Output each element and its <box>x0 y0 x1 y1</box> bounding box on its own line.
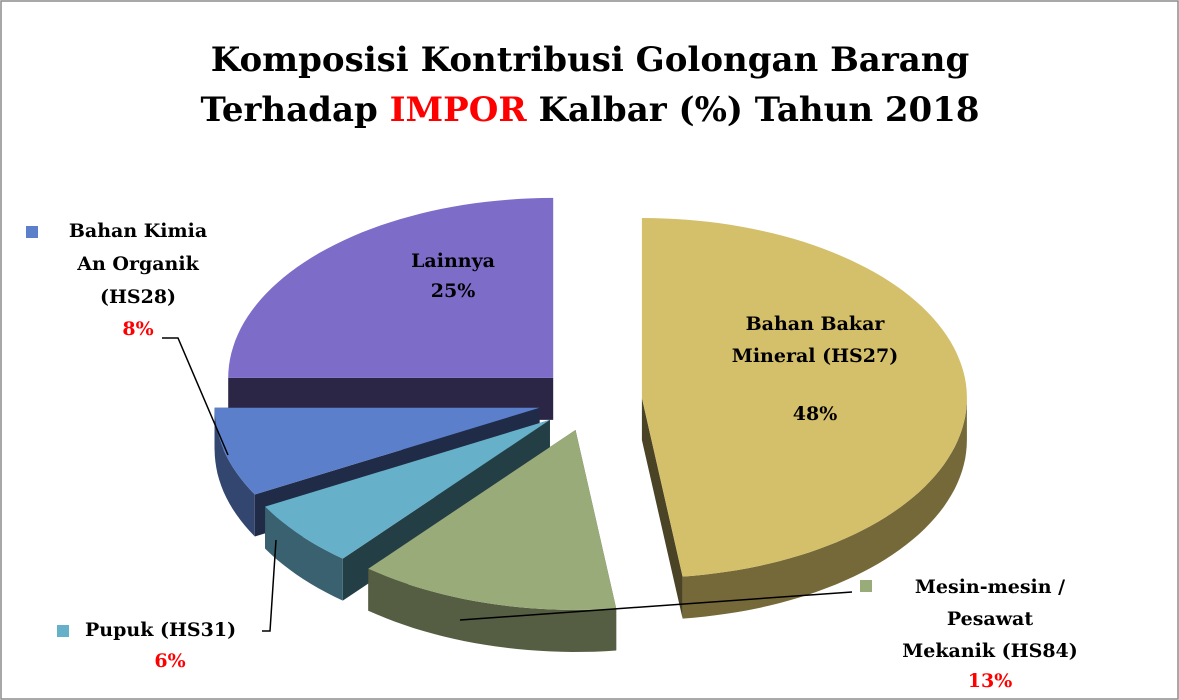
slice-side <box>265 506 343 601</box>
slice-label: Mekanik (HS84) <box>902 640 1078 662</box>
slice-side <box>214 407 255 537</box>
leader-line <box>262 539 277 632</box>
slice-label: An Organik <box>76 253 199 275</box>
title-highlight: IMPOR <box>390 90 528 130</box>
legend-marker <box>57 625 69 637</box>
chart-title: Terhadap IMPOR Kalbar (%) Tahun 2018 <box>200 90 979 130</box>
value-label: 8% <box>122 318 153 340</box>
slice-top <box>368 430 617 610</box>
title-part: Kalbar (%) Tahun 2018 <box>538 90 979 130</box>
leader-line <box>162 337 229 456</box>
slice-label: Bahan Kimia <box>69 220 207 242</box>
slice-side <box>368 568 617 652</box>
leader-line <box>459 591 853 621</box>
value-label: 25% <box>431 280 476 302</box>
slice-label: Mesin-mesin / <box>915 576 1065 598</box>
slice-label: Lainnya <box>411 250 495 272</box>
slice-top <box>265 419 550 559</box>
value-label: 13% <box>968 670 1013 692</box>
slice-top <box>228 197 554 378</box>
value-label: 6% <box>154 650 185 672</box>
slice-label: Pesawat <box>947 608 1034 630</box>
slice-label: (HS28) <box>100 286 176 308</box>
value-label: 48% <box>793 403 838 425</box>
slice-side <box>682 398 967 619</box>
slice-top <box>214 407 540 495</box>
slice-label: Bahan Bakar <box>746 313 886 335</box>
slice <box>368 430 617 652</box>
slice <box>641 218 967 619</box>
slice-label: Mineral (HS27) <box>732 345 898 367</box>
chart-title: Komposisi Kontribusi Golongan Barang <box>211 40 970 80</box>
legend-marker <box>860 580 872 592</box>
slice-label: Pupuk (HS31) <box>85 619 236 641</box>
slice-top <box>641 218 967 577</box>
legend-marker <box>26 226 38 238</box>
title-part: Terhadap <box>200 90 377 130</box>
slice-wall <box>641 398 683 619</box>
